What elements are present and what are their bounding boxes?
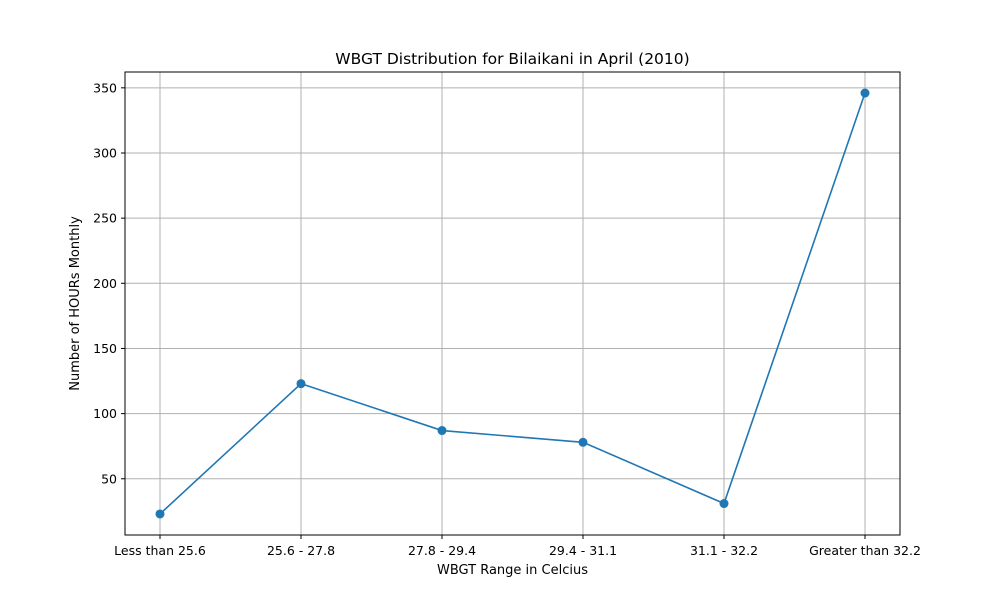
y-tick-label: 300 xyxy=(93,145,117,160)
x-tick-label: Greater than 32.2 xyxy=(809,543,921,558)
x-axis-label: WBGT Range in Celcius xyxy=(437,563,588,578)
y-tick-label: 250 xyxy=(93,211,117,226)
x-tick-label: 25.6 - 27.8 xyxy=(267,543,335,558)
data-point xyxy=(719,499,729,509)
x-tick-label: Less than 25.6 xyxy=(114,543,206,558)
data-point xyxy=(155,509,165,519)
x-tick-label: 31.1 - 32.2 xyxy=(690,543,758,558)
tick-layer: Less than 25.6 25.6 - 27.8 27.8 - 29.4 29.4… xyxy=(93,80,921,558)
data-point xyxy=(296,379,306,389)
series-line xyxy=(159,92,866,515)
y-tick-label: 150 xyxy=(93,341,117,356)
plot-frame xyxy=(124,71,901,536)
x-tick-label: 29.4 - 31.1 xyxy=(549,543,617,558)
y-tick-label: 200 xyxy=(93,276,117,291)
y-axis-label: Number of HOURs Monthly xyxy=(68,216,83,391)
chart-title: WBGT Distribution for Bilaikani in April… xyxy=(335,50,689,68)
y-tick-label: 100 xyxy=(93,406,117,421)
y-tick-label: 50 xyxy=(101,471,117,486)
series-layer xyxy=(155,88,870,519)
x-tick-label: 27.8 - 29.4 xyxy=(408,543,476,558)
y-tick-label: 350 xyxy=(93,80,117,95)
grid-layer xyxy=(125,72,900,535)
data-point xyxy=(578,437,588,447)
data-point xyxy=(860,88,870,98)
data-point xyxy=(437,426,447,436)
